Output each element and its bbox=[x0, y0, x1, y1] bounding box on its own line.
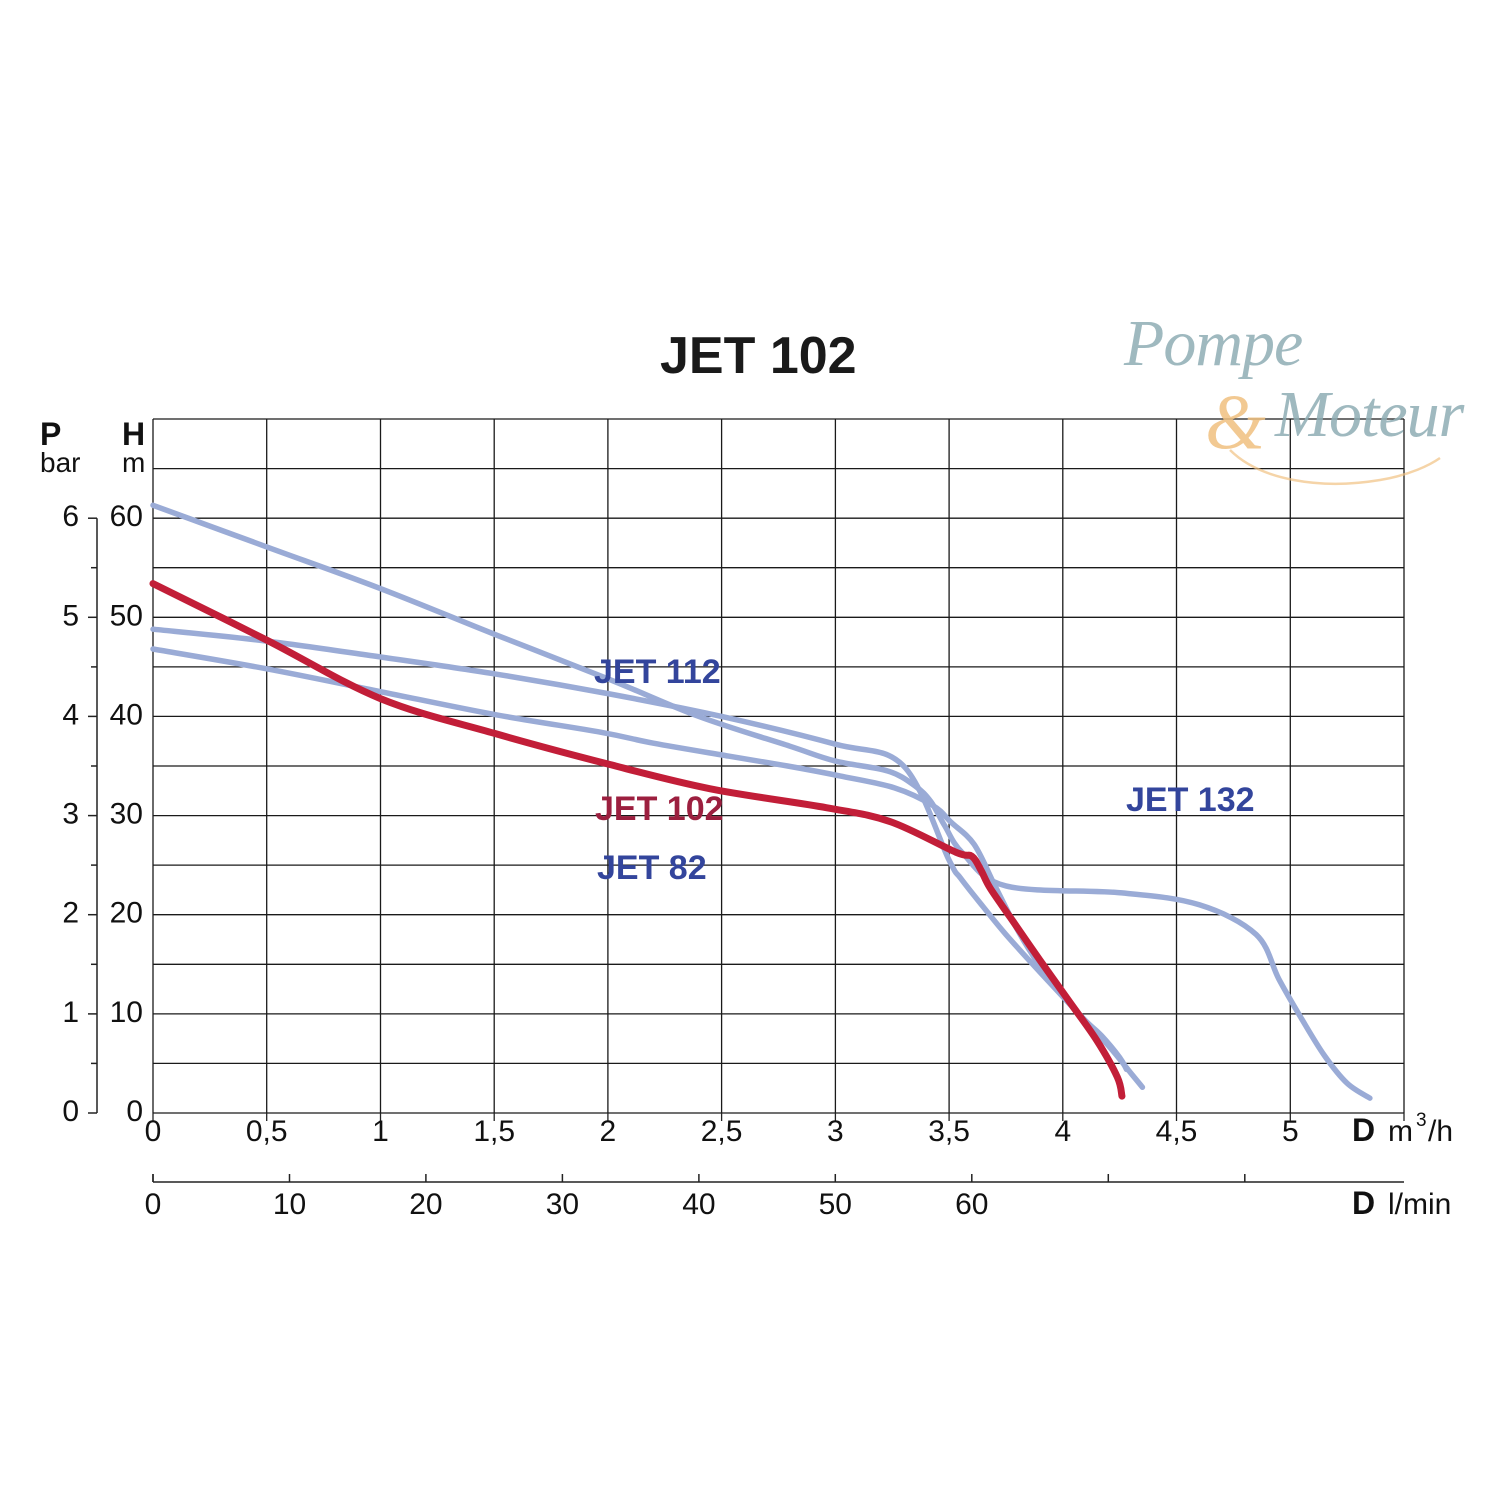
svg-text:6: 6 bbox=[62, 500, 79, 533]
svg-text:3: 3 bbox=[827, 1115, 844, 1148]
svg-text:10: 10 bbox=[273, 1188, 306, 1221]
svg-text:30: 30 bbox=[110, 798, 143, 831]
svg-text:4: 4 bbox=[1054, 1115, 1071, 1148]
svg-text:1: 1 bbox=[372, 1115, 389, 1148]
svg-text:5: 5 bbox=[1282, 1115, 1299, 1148]
svg-text:m: m bbox=[1388, 1115, 1413, 1148]
svg-text:40: 40 bbox=[682, 1188, 715, 1221]
svg-text:3,5: 3,5 bbox=[928, 1115, 970, 1148]
svg-text:D: D bbox=[1352, 1185, 1375, 1221]
svg-text:3: 3 bbox=[1416, 1110, 1427, 1131]
svg-text:&: & bbox=[1205, 378, 1266, 465]
svg-text:20: 20 bbox=[110, 897, 143, 930]
svg-text:D: D bbox=[1352, 1112, 1375, 1148]
svg-text:60: 60 bbox=[110, 500, 143, 533]
svg-text:2,5: 2,5 bbox=[701, 1115, 743, 1148]
svg-text:0: 0 bbox=[145, 1115, 162, 1148]
svg-text:1,5: 1,5 bbox=[473, 1115, 515, 1148]
svg-text:/h: /h bbox=[1428, 1115, 1453, 1148]
svg-text:4: 4 bbox=[62, 698, 79, 731]
svg-text:JET 112: JET 112 bbox=[594, 653, 721, 691]
svg-text:m: m bbox=[122, 447, 145, 478]
svg-text:1: 1 bbox=[62, 996, 79, 1029]
svg-text:5: 5 bbox=[62, 599, 79, 632]
svg-text:Moteur: Moteur bbox=[1274, 378, 1465, 451]
svg-text:0: 0 bbox=[62, 1095, 79, 1128]
svg-text:3: 3 bbox=[62, 798, 79, 831]
svg-text:bar: bar bbox=[40, 447, 80, 478]
svg-text:JET 82: JET 82 bbox=[597, 849, 707, 887]
svg-text:2: 2 bbox=[600, 1115, 617, 1148]
svg-text:0: 0 bbox=[126, 1095, 143, 1128]
svg-text:JET 102: JET 102 bbox=[595, 790, 724, 828]
svg-text:Pompe: Pompe bbox=[1123, 307, 1302, 380]
svg-text:50: 50 bbox=[819, 1188, 852, 1221]
svg-text:60: 60 bbox=[955, 1188, 988, 1221]
svg-text:2: 2 bbox=[62, 897, 79, 930]
svg-text:0: 0 bbox=[145, 1188, 162, 1221]
svg-text:l/min: l/min bbox=[1388, 1188, 1451, 1221]
svg-text:JET 132: JET 132 bbox=[1126, 781, 1255, 819]
svg-text:20: 20 bbox=[409, 1188, 442, 1221]
svg-text:40: 40 bbox=[110, 698, 143, 731]
svg-text:4,5: 4,5 bbox=[1156, 1115, 1198, 1148]
svg-text:30: 30 bbox=[546, 1188, 579, 1221]
svg-text:10: 10 bbox=[110, 996, 143, 1029]
svg-text:JET 102: JET 102 bbox=[660, 327, 857, 385]
svg-text:0,5: 0,5 bbox=[246, 1115, 288, 1148]
svg-text:50: 50 bbox=[110, 599, 143, 632]
